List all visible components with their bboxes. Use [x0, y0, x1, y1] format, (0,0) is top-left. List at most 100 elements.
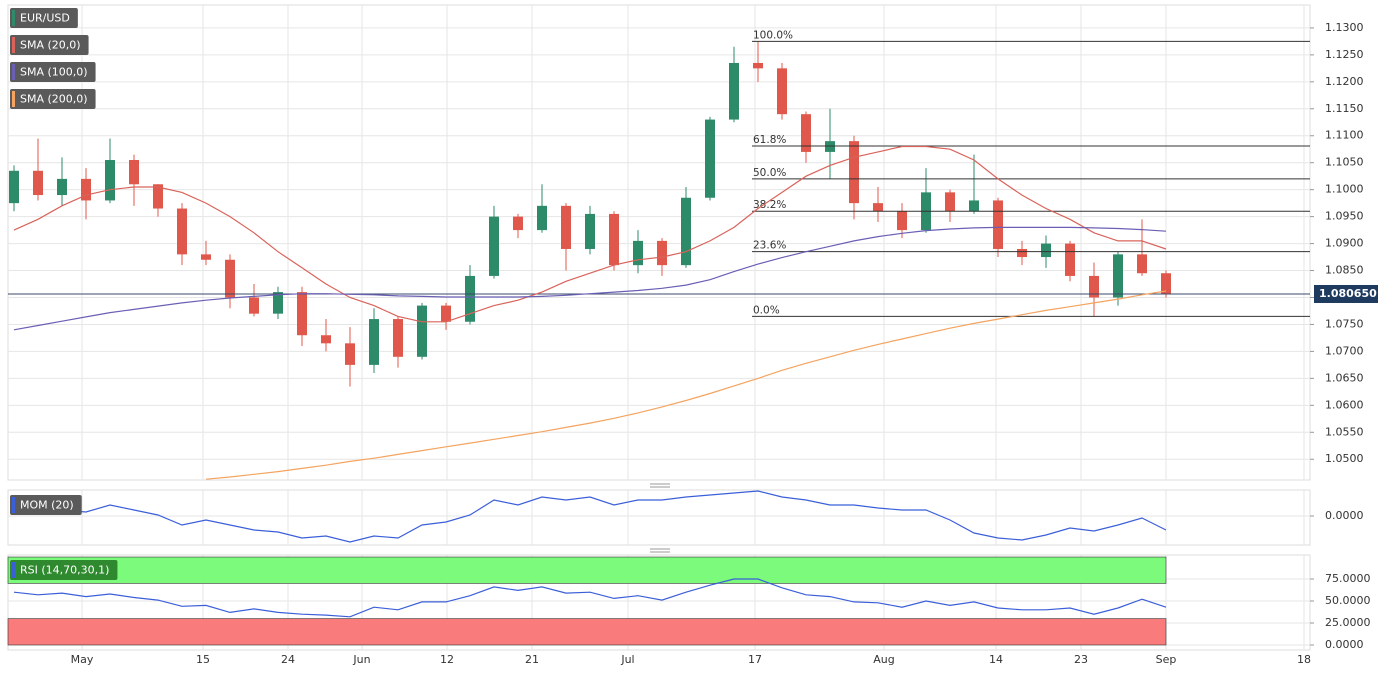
- series-line: [205, 290, 1167, 480]
- fib-label: 23.6%: [753, 240, 786, 252]
- candle-body: [1161, 273, 1171, 295]
- fib-label: 38.2%: [753, 199, 786, 211]
- series-line: [13, 145, 1167, 323]
- legend-box: [10, 35, 89, 55]
- y-tick-label: 1.1150: [1325, 102, 1364, 115]
- candle-body: [105, 160, 115, 201]
- candle-body: [681, 197, 691, 266]
- candle-body: [321, 335, 331, 344]
- y-tick-label: 1.1000: [1325, 183, 1364, 196]
- candle-body: [801, 114, 811, 152]
- legend-label: MOM (20): [20, 499, 74, 512]
- fib-label: 61.8%: [753, 134, 786, 146]
- y-tick-label: 1.0650: [1325, 371, 1364, 384]
- candle-body: [729, 62, 739, 120]
- legend-label: RSI (14,70,30,1): [20, 564, 109, 577]
- candle-body: [345, 343, 355, 365]
- legend-item: RSI (14,70,30,1): [10, 560, 118, 580]
- legend-swatch: [12, 10, 15, 26]
- legend-swatch: [12, 37, 15, 53]
- candle-body: [993, 200, 1003, 249]
- series-line: [13, 490, 1167, 543]
- candle-body: [897, 211, 907, 231]
- candle-body: [417, 305, 427, 357]
- candle-body: [249, 297, 259, 314]
- candle-body: [633, 240, 643, 266]
- y-tick-label: 1.0550: [1325, 425, 1364, 438]
- candle-body: [1089, 275, 1099, 298]
- candle-body: [825, 141, 835, 152]
- last-price-label: 1.080650: [1319, 287, 1377, 300]
- legend-label: SMA (20,0): [20, 39, 81, 52]
- candle-body: [225, 259, 235, 298]
- y-tick-label: 1.0950: [1325, 210, 1364, 223]
- y-tick-label: 1.1050: [1325, 156, 1364, 169]
- last-price-box: [1314, 284, 1378, 303]
- rsi-zone: [7, 556, 1167, 584]
- y-tick-label: 1.1300: [1325, 21, 1364, 34]
- candle-body: [177, 208, 187, 255]
- legend-box: [10, 560, 118, 580]
- candle-body: [393, 319, 403, 357]
- x-tick-label: 24: [281, 653, 295, 666]
- rsi-zone: [7, 618, 1167, 646]
- legend-item: SMA (100,0): [10, 62, 96, 82]
- candle-body: [9, 170, 19, 204]
- candle-body: [273, 292, 283, 314]
- candle-body: [441, 305, 451, 322]
- legend-box: [10, 62, 96, 82]
- y-tick-label: 1.0700: [1325, 344, 1364, 357]
- x-tick-label: Jul: [620, 653, 634, 666]
- candle-body: [1041, 243, 1051, 258]
- y-tick-label: 1.1250: [1325, 48, 1364, 61]
- candle-body: [57, 178, 67, 196]
- y-tick-label: 0.0000: [1325, 509, 1364, 522]
- candle-body: [369, 319, 379, 365]
- candle-body: [561, 205, 571, 249]
- candle-body: [969, 200, 979, 212]
- legend-item: EUR/USD: [10, 8, 78, 28]
- candle-body: [657, 240, 667, 266]
- splitter[interactable]: [650, 548, 670, 553]
- y-tick-label: 1.0850: [1325, 264, 1364, 277]
- candle-body: [201, 254, 211, 260]
- legend-swatch: [12, 497, 15, 513]
- x-tick-label: 21: [525, 653, 539, 666]
- price-panel: [7, 4, 1311, 481]
- legend-swatch: [12, 91, 15, 107]
- candle-body: [489, 216, 499, 276]
- candle-body: [1113, 254, 1123, 298]
- candle-body: [537, 205, 547, 231]
- y-tick-label: 1.0500: [1325, 452, 1364, 465]
- x-tick-label: 17: [748, 653, 762, 666]
- series-line: [13, 578, 1167, 618]
- candle-body: [873, 203, 883, 212]
- y-tick-label: 1.0750: [1325, 317, 1364, 330]
- x-tick-label: 15: [196, 653, 210, 666]
- candle-body: [777, 68, 787, 115]
- candle-body: [585, 213, 595, 249]
- y-tick-label: 0.0000: [1325, 638, 1364, 651]
- legend-box: [10, 495, 82, 515]
- y-tick-label: 50.0000: [1325, 594, 1371, 607]
- fib-label: 0.0%: [753, 304, 780, 316]
- series-line: [13, 226, 1167, 331]
- x-tick-label: May: [71, 653, 94, 666]
- candle-body: [1017, 248, 1027, 258]
- x-tick-label: Jun: [352, 653, 370, 666]
- legend-label: EUR/USD: [20, 12, 70, 25]
- legend-label: SMA (100,0): [20, 66, 88, 79]
- legend-item: MOM (20): [10, 495, 82, 515]
- y-tick-label: 1.1200: [1325, 75, 1364, 88]
- candle-body: [1137, 254, 1147, 274]
- splitter[interactable]: [650, 483, 670, 488]
- legend-box: [10, 8, 78, 28]
- legend-swatch: [12, 562, 15, 578]
- y-tick-label: 1.1100: [1325, 129, 1364, 142]
- candle-body: [513, 216, 523, 231]
- candle-body: [945, 192, 955, 212]
- candle-body: [129, 160, 139, 185]
- legend-label: SMA (200,0): [20, 93, 88, 106]
- legend-item: SMA (200,0): [10, 89, 96, 109]
